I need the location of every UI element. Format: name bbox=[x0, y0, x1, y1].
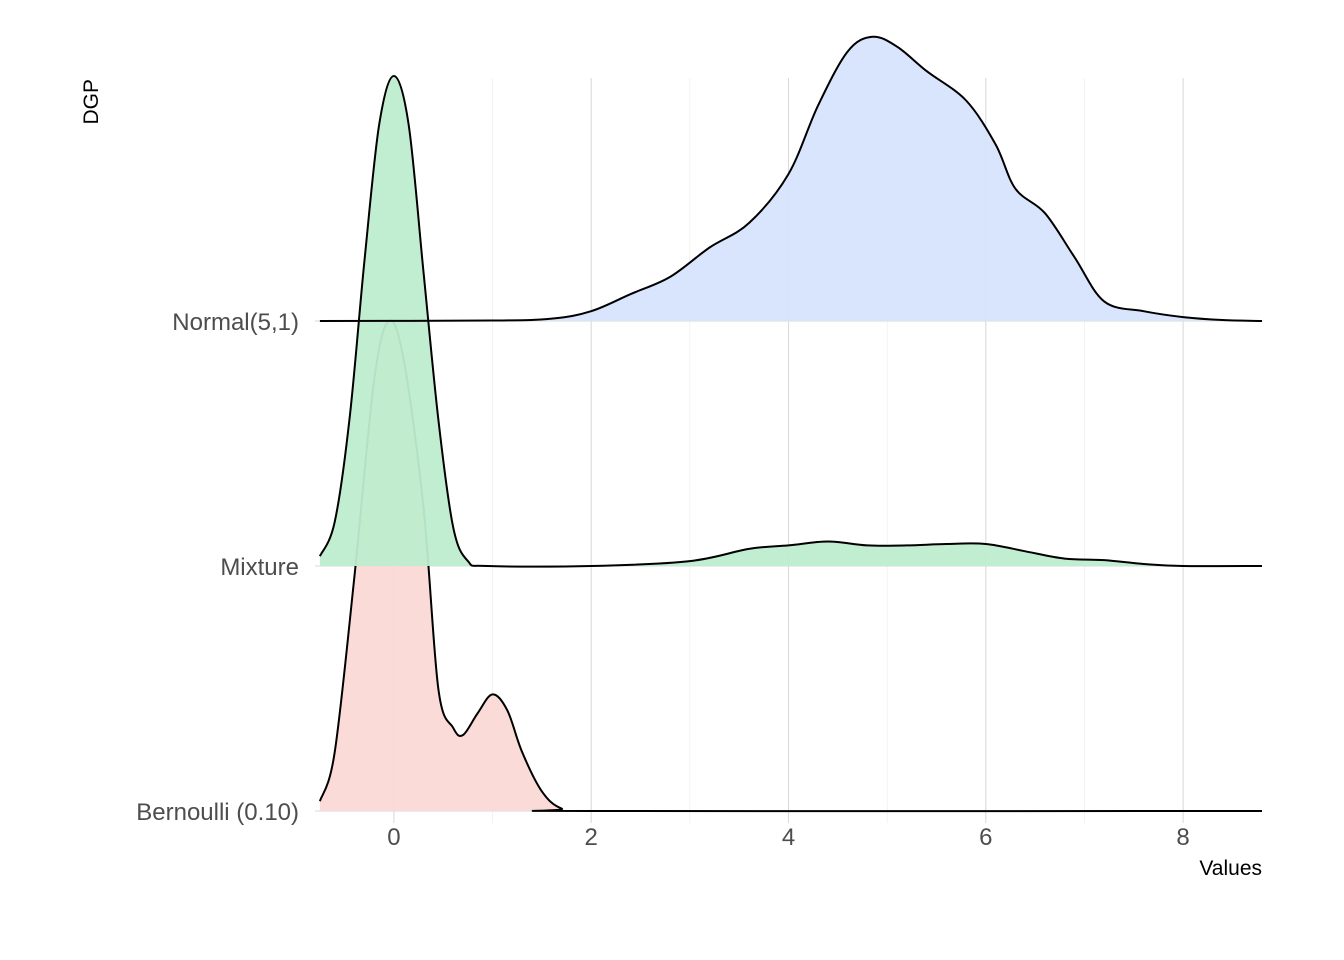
y-axis-title: DGP bbox=[80, 79, 103, 125]
x-axis-title: Values bbox=[1199, 857, 1262, 880]
x-tick-label: 2 bbox=[585, 824, 598, 851]
y-tick-label-normal-5-1: Normal(5,1) bbox=[172, 309, 299, 336]
y-tick-label-bernoulli-0-10: Bernoulli (0.10) bbox=[136, 799, 299, 826]
x-tick-label: 0 bbox=[387, 824, 400, 851]
ridge-area-bernoulli-0-10 bbox=[319, 320, 1262, 812]
y-axis-ticks: Bernoulli (0.10) Mixture Normal(5,1) bbox=[136, 309, 299, 826]
ridge-line-normal-5-1 bbox=[319, 35, 1263, 322]
y-tick-label-mixture: Mixture bbox=[220, 554, 299, 581]
x-tick-label: 8 bbox=[1176, 824, 1189, 851]
x-tick-label: 6 bbox=[979, 824, 992, 851]
ridge-area-normal-5-1 bbox=[319, 36, 1262, 321]
ridge-area-mixture bbox=[319, 76, 1262, 567]
x-axis-ticks: 0 2 4 6 8 bbox=[387, 824, 1190, 851]
density-ridges bbox=[318, 35, 1263, 813]
x-tick-label: 4 bbox=[782, 824, 795, 851]
ridge-line-mixture bbox=[318, 75, 1263, 568]
